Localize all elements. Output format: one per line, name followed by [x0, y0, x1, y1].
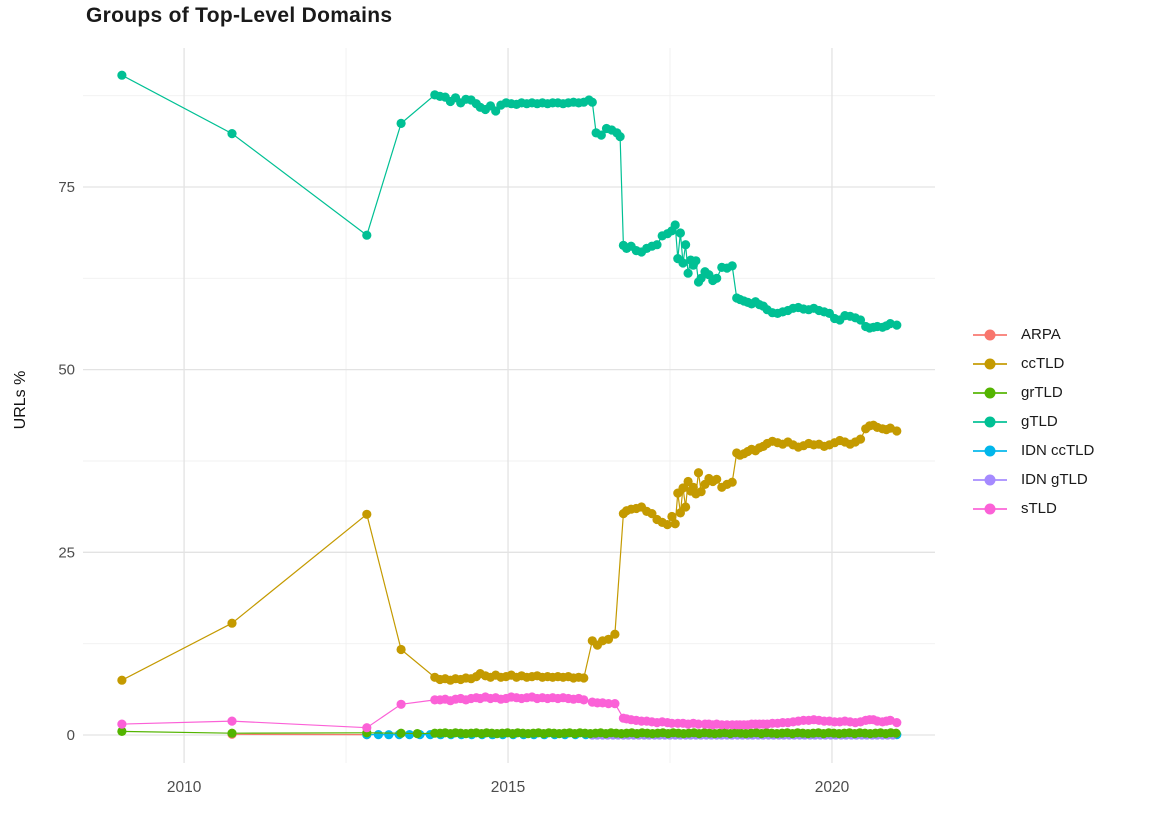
- data-point-gTLD: [117, 70, 127, 80]
- data-point-ccTLD: [227, 618, 237, 628]
- legend-item-gTLD: gTLD: [973, 407, 1094, 436]
- data-point-gTLD: [652, 240, 662, 250]
- data-point-sTLD: [892, 718, 902, 728]
- legend-label: ARPA: [1021, 326, 1061, 343]
- data-point-ccTLD: [681, 502, 691, 512]
- x-tick-label: 2015: [491, 779, 525, 796]
- data-point-ccTLD: [362, 509, 372, 519]
- data-point-gTLD: [227, 129, 237, 139]
- legend-label: ccTLD: [1021, 355, 1065, 372]
- data-point-ccTLD: [712, 474, 722, 484]
- data-point-ccTLD: [675, 508, 686, 518]
- data-point-sTLD: [610, 699, 620, 709]
- y-axis-title: URLs %: [12, 370, 29, 430]
- x-tick-label: 2010: [167, 779, 202, 796]
- legend-item-grTLD: grTLD: [973, 378, 1094, 407]
- legend-label: grTLD: [1021, 384, 1063, 401]
- y-tick-label: 75: [58, 179, 75, 196]
- data-point-gTLD: [596, 130, 606, 140]
- legend-marker-icon: [973, 474, 1007, 486]
- legend-marker-icon: [973, 445, 1007, 457]
- data-point-ccTLD: [696, 487, 706, 497]
- data-point-gTLD: [670, 220, 680, 230]
- legend-item-ARPA: ARPA: [973, 320, 1094, 349]
- data-point-ccTLD: [855, 434, 866, 444]
- data-point-gTLD: [712, 273, 722, 283]
- legend-label: IDN ccTLD: [1021, 442, 1095, 459]
- legend-item-ccTLD: ccTLD: [973, 349, 1094, 378]
- legend-item-sTLD: sTLD: [973, 494, 1094, 523]
- y-tick-label: 50: [58, 362, 75, 379]
- data-point-grTLD: [891, 728, 901, 738]
- data-point-ccTLD: [396, 644, 406, 655]
- legend-label: IDN gTLD: [1021, 471, 1088, 488]
- legend-marker-icon: [973, 503, 1007, 515]
- data-point-ccTLD: [579, 673, 589, 683]
- y-tick-label: 25: [58, 544, 75, 561]
- data-point-sTLD: [362, 723, 372, 733]
- legend-marker-icon: [973, 387, 1007, 399]
- data-point-gTLD: [855, 315, 866, 325]
- data-point-sTLD: [579, 695, 589, 705]
- legend-marker-icon: [973, 329, 1007, 341]
- data-point-ccTLD: [670, 519, 680, 529]
- legend-label: sTLD: [1021, 500, 1057, 517]
- data-point-grTLD: [117, 726, 127, 737]
- legend-marker-icon: [973, 416, 1007, 428]
- data-point-ccTLD: [610, 629, 620, 639]
- data-point-gTLD: [675, 228, 686, 238]
- data-point-gTLD: [678, 258, 688, 268]
- data-point-gTLD: [681, 240, 691, 250]
- data-point-gTLD: [615, 132, 625, 142]
- data-point-IDN-ccTLD: [404, 730, 415, 740]
- data-point-ccTLD: [892, 426, 902, 436]
- data-point-ccTLD: [603, 634, 614, 644]
- data-point-gTLD: [396, 118, 406, 128]
- series-line-gTLD: [121, 74, 897, 329]
- data-point-ccTLD: [667, 511, 677, 522]
- data-point-gTLD: [683, 268, 693, 278]
- legend-item-IDN-gTLD: IDN gTLD: [973, 465, 1094, 494]
- data-point-ccTLD: [678, 483, 688, 493]
- data-point-ccTLD: [693, 468, 704, 478]
- data-point-IDN-ccTLD: [373, 730, 383, 740]
- chart-title: Groups of Top-Level Domains: [86, 4, 393, 27]
- data-point-sTLD: [396, 699, 406, 709]
- legend-item-IDN-ccTLD: IDN ccTLD: [973, 436, 1094, 465]
- data-point-sTLD: [693, 719, 704, 729]
- data-point-gTLD: [727, 261, 737, 271]
- data-point-ccTLD: [117, 675, 127, 685]
- legend-label: gTLD: [1021, 413, 1058, 430]
- data-point-sTLD: [117, 719, 127, 729]
- data-point-gTLD: [587, 97, 597, 107]
- x-tick-label: 2020: [815, 779, 850, 796]
- data-point-gTLD: [362, 230, 372, 240]
- data-point-ccTLD: [727, 477, 737, 487]
- data-point-grTLD: [412, 729, 422, 739]
- data-point-grTLD: [227, 728, 237, 738]
- data-point-sTLD: [603, 699, 614, 709]
- data-point-IDN-ccTLD: [384, 730, 394, 740]
- legend-marker-icon: [973, 358, 1007, 370]
- legend: ARPA ccTLD grTLD gTLD IDN ccTLD IDN gTLD sTLD: [973, 320, 1094, 523]
- data-point-sTLD: [227, 716, 237, 726]
- data-point-gTLD: [892, 320, 902, 330]
- data-point-gTLD: [691, 256, 701, 266]
- data-point-gTLD: [491, 106, 501, 116]
- data-point-grTLD: [396, 728, 406, 738]
- data-point-ccTLD: [662, 520, 673, 530]
- y-tick-label: 0: [67, 727, 75, 744]
